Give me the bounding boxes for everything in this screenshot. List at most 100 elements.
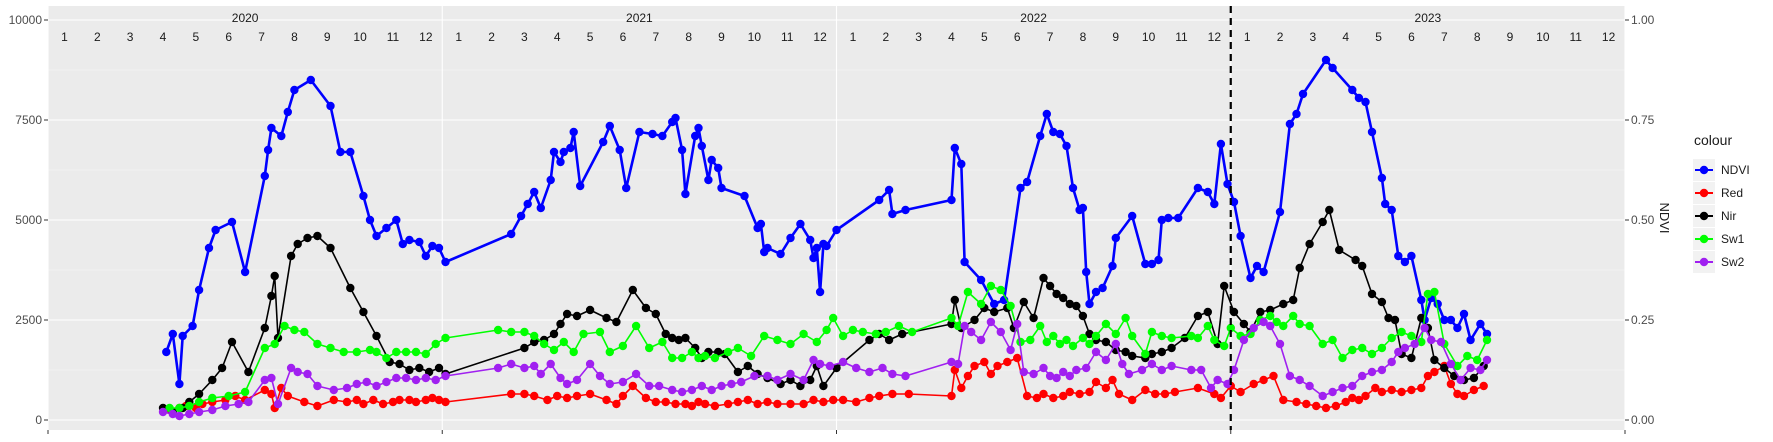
legend-item-sw2: Sw2 — [1693, 251, 1745, 273]
month-label: 5 — [193, 30, 200, 44]
data-point — [579, 329, 588, 339]
data-point — [283, 107, 292, 117]
data-point — [1377, 343, 1387, 353]
data-point — [1279, 395, 1288, 405]
data-point — [1039, 389, 1048, 399]
data-point — [1275, 207, 1285, 217]
data-point — [395, 359, 404, 369]
data-point — [1387, 333, 1396, 343]
data-point — [1141, 385, 1150, 395]
data-point — [290, 85, 299, 95]
data-point — [704, 175, 713, 185]
data-point — [267, 123, 276, 133]
data-point — [530, 391, 539, 401]
data-point — [1252, 261, 1262, 271]
data-point — [240, 387, 250, 397]
data-point — [493, 363, 503, 373]
data-point — [674, 335, 683, 345]
data-point — [1407, 251, 1416, 261]
data-point — [901, 205, 910, 215]
data-point — [1387, 357, 1396, 367]
data-point — [612, 399, 621, 409]
data-point — [1292, 109, 1301, 119]
data-point — [1446, 379, 1456, 389]
data-point — [1160, 389, 1170, 399]
data-point — [1295, 375, 1304, 385]
month-label: 6 — [225, 30, 232, 44]
data-point — [326, 343, 335, 353]
data-point — [441, 371, 450, 381]
data-point — [290, 325, 299, 335]
data-point — [1302, 399, 1311, 409]
data-point — [786, 369, 795, 379]
data-point — [520, 363, 529, 373]
data-point — [786, 233, 795, 243]
month-label: 11 — [1175, 30, 1188, 44]
data-point — [1062, 335, 1071, 345]
data-point — [786, 399, 795, 409]
data-point — [1266, 305, 1275, 315]
data-point — [819, 381, 828, 391]
data-point — [1223, 379, 1232, 389]
year-label: 2023 — [1415, 11, 1442, 25]
legend-label: Sw1 — [1721, 232, 1745, 246]
month-label: 4 — [554, 30, 561, 44]
data-point — [260, 343, 269, 353]
data-point — [1410, 339, 1419, 349]
data-point — [1045, 371, 1055, 381]
data-point — [740, 191, 749, 201]
data-point — [671, 113, 680, 123]
data-point — [976, 335, 986, 345]
data-point — [1091, 331, 1101, 341]
data-point — [1229, 307, 1239, 317]
data-point — [838, 331, 848, 341]
data-point — [1420, 323, 1429, 333]
data-point — [599, 137, 608, 147]
data-point — [313, 401, 322, 411]
data-point — [549, 147, 559, 157]
data-point — [1078, 311, 1088, 321]
data-point — [362, 377, 371, 387]
data-point — [1045, 281, 1055, 291]
data-point — [572, 391, 582, 401]
data-point — [158, 407, 168, 417]
data-point — [1351, 255, 1360, 265]
data-point — [1469, 373, 1479, 383]
month-label: 9 — [324, 30, 331, 44]
data-point — [1430, 287, 1439, 297]
data-point — [211, 225, 220, 235]
data-point — [681, 189, 690, 199]
data-point — [208, 405, 217, 415]
data-point — [947, 391, 956, 401]
data-point — [1193, 383, 1203, 393]
data-point — [1003, 357, 1012, 367]
month-label: 10 — [748, 30, 762, 44]
data-point — [595, 327, 605, 337]
data-point — [194, 397, 204, 407]
data-point — [1459, 309, 1469, 319]
month-label: 10 — [1142, 30, 1156, 44]
data-point — [227, 337, 237, 347]
data-point — [270, 339, 279, 349]
data-point — [697, 141, 706, 151]
data-point — [234, 399, 243, 409]
data-point — [1147, 327, 1157, 337]
data-point — [1203, 187, 1213, 197]
data-point — [313, 231, 322, 241]
data-point — [546, 359, 555, 369]
data-point — [434, 243, 444, 253]
data-point — [993, 361, 1002, 371]
data-point — [894, 321, 904, 331]
data-point — [539, 339, 549, 349]
data-point — [569, 127, 578, 137]
data-point — [326, 101, 335, 111]
data-point — [1295, 263, 1304, 273]
data-point — [1279, 321, 1288, 331]
data-point — [618, 341, 628, 351]
data-point — [1249, 379, 1258, 389]
data-point — [963, 287, 973, 297]
data-point — [1128, 351, 1137, 361]
data-point — [434, 363, 444, 373]
data-point — [421, 251, 430, 261]
year-label: 2021 — [626, 11, 653, 25]
